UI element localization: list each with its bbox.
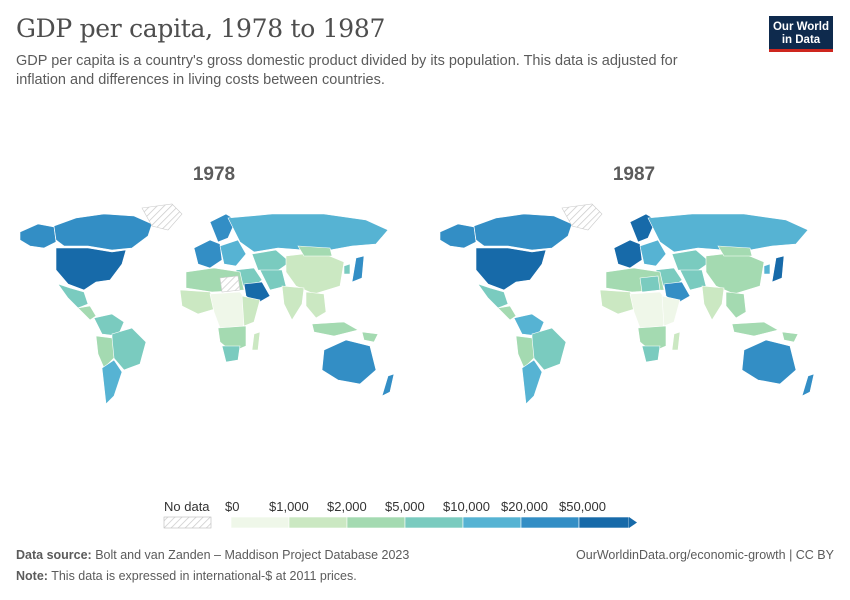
country-central-asia[interactable]: [251, 249, 291, 273]
country-south-africa[interactable]: [641, 345, 661, 363]
country-west-africa[interactable]: [599, 289, 639, 315]
data-source-text: Bolt and van Zanden – Maddison Project D…: [95, 548, 410, 562]
data-source: Data source: Bolt and van Zanden – Maddi…: [16, 548, 409, 562]
country-papua-new-guinea[interactable]: [361, 331, 379, 343]
country-australia[interactable]: [741, 339, 797, 385]
legend-bin-swatch: [230, 516, 290, 529]
map-year-label: 1987: [612, 164, 656, 185]
data-note-text: This data is expressed in international-…: [51, 569, 357, 583]
country-madagascar[interactable]: [671, 331, 681, 351]
country-argentina-chile[interactable]: [521, 359, 543, 405]
country-papua-new-guinea[interactable]: [781, 331, 799, 343]
country-eastern-europe[interactable]: [639, 239, 667, 267]
country-canada[interactable]: [53, 213, 153, 251]
country-mexico[interactable]: [57, 283, 89, 309]
country-new-zealand[interactable]: [381, 373, 395, 397]
country-korea[interactable]: [763, 263, 771, 275]
country-new-zealand[interactable]: [801, 373, 815, 397]
country-iran-afghanistan[interactable]: [679, 269, 707, 291]
chart-subtitle: GDP per capita is a country's gross dome…: [16, 53, 678, 88]
country-canada[interactable]: [473, 213, 573, 251]
country-alaska[interactable]: [439, 223, 477, 249]
country-libya-region[interactable]: [639, 275, 661, 293]
legend-bin-swatch: [520, 516, 580, 529]
country-brazil[interactable]: [111, 327, 147, 371]
country-japan[interactable]: [351, 255, 365, 283]
country-madagascar[interactable]: [251, 331, 261, 351]
country-greenland: [141, 203, 183, 231]
country-brazil[interactable]: [531, 327, 567, 371]
legend-no-data-swatch: [163, 516, 212, 529]
legend-bin-swatch: [578, 516, 630, 529]
legend-tick-label: $0: [225, 499, 240, 514]
color-legend: No data $0 $1,000 $2,000 $5,000 $10,000 $20,0…: [160, 496, 660, 536]
data-note-label: Note:: [16, 569, 48, 583]
legend-bin-swatch: [288, 516, 348, 529]
legend-swatches: [163, 516, 637, 529]
legend-no-data-label: No data: [164, 499, 210, 514]
world-map-1987[interactable]: [434, 200, 834, 410]
country-indonesia[interactable]: [311, 321, 359, 337]
logo-line-2: in Data: [781, 34, 821, 46]
country-argentina-chile[interactable]: [101, 359, 123, 405]
country-alaska[interactable]: [19, 223, 57, 249]
country-south-africa[interactable]: [221, 345, 241, 363]
country-mexico[interactable]: [477, 283, 509, 309]
chart-title: GDP per capita, 1978 to 1987: [16, 14, 386, 43]
country-europe-west[interactable]: [613, 239, 643, 269]
legend-tick-label: $1,000: [269, 499, 309, 514]
legend-tick-label: $20,000: [501, 499, 548, 514]
legend-tick-label: $10,000: [443, 499, 490, 514]
country-korea[interactable]: [343, 263, 351, 275]
map-year-label: 1978: [192, 164, 236, 185]
country-russia[interactable]: [647, 213, 809, 253]
country-usa[interactable]: [475, 247, 547, 291]
legend-bin-swatch: [462, 516, 522, 529]
country-europe-west[interactable]: [193, 239, 223, 269]
map-panel-1978[interactable]: 1978: [14, 160, 414, 420]
country-iran-afghanistan[interactable]: [259, 269, 287, 291]
country-east-africa[interactable]: [661, 295, 681, 327]
owid-logo[interactable]: Our World in Data: [769, 16, 833, 52]
country-southeast-asia[interactable]: [305, 291, 327, 319]
country-japan[interactable]: [771, 255, 785, 283]
source-link[interactable]: OurWorldinData.org/economic-growth | CC …: [576, 548, 834, 562]
legend-tick-label: $5,000: [385, 499, 425, 514]
country-mongolia[interactable]: [717, 245, 753, 257]
legend-arrow-tip: [629, 517, 637, 528]
legend-bin-swatch: [346, 516, 406, 529]
legend-tick-label: $50,000: [559, 499, 606, 514]
country-southeast-asia[interactable]: [725, 291, 747, 319]
country-east-africa[interactable]: [241, 295, 261, 327]
country-eastern-europe[interactable]: [219, 239, 247, 267]
country-venezuela-colombia[interactable]: [513, 313, 545, 337]
country-mongolia[interactable]: [297, 245, 333, 257]
country-russia[interactable]: [227, 213, 389, 253]
country-libya-region: [219, 275, 241, 293]
country-india[interactable]: [281, 285, 305, 321]
country-greenland: [561, 203, 603, 231]
data-source-label: Data source:: [16, 548, 92, 562]
country-central-america[interactable]: [497, 305, 517, 321]
country-west-africa[interactable]: [179, 289, 219, 315]
country-venezuela-colombia[interactable]: [93, 313, 125, 337]
legend-tick-label: $2,000: [327, 499, 367, 514]
map-panel-1987[interactable]: 1987: [434, 160, 834, 420]
country-indonesia[interactable]: [731, 321, 779, 337]
logo-line-1: Our World: [772, 21, 829, 33]
legend-bin-swatch: [404, 516, 464, 529]
country-central-america[interactable]: [77, 305, 97, 321]
country-india[interactable]: [701, 285, 725, 321]
country-australia[interactable]: [321, 339, 377, 385]
data-note: Note: This data is expressed in internat…: [16, 569, 357, 583]
country-central-asia[interactable]: [671, 249, 711, 273]
country-usa[interactable]: [55, 247, 127, 291]
world-map-1978[interactable]: [14, 200, 414, 410]
